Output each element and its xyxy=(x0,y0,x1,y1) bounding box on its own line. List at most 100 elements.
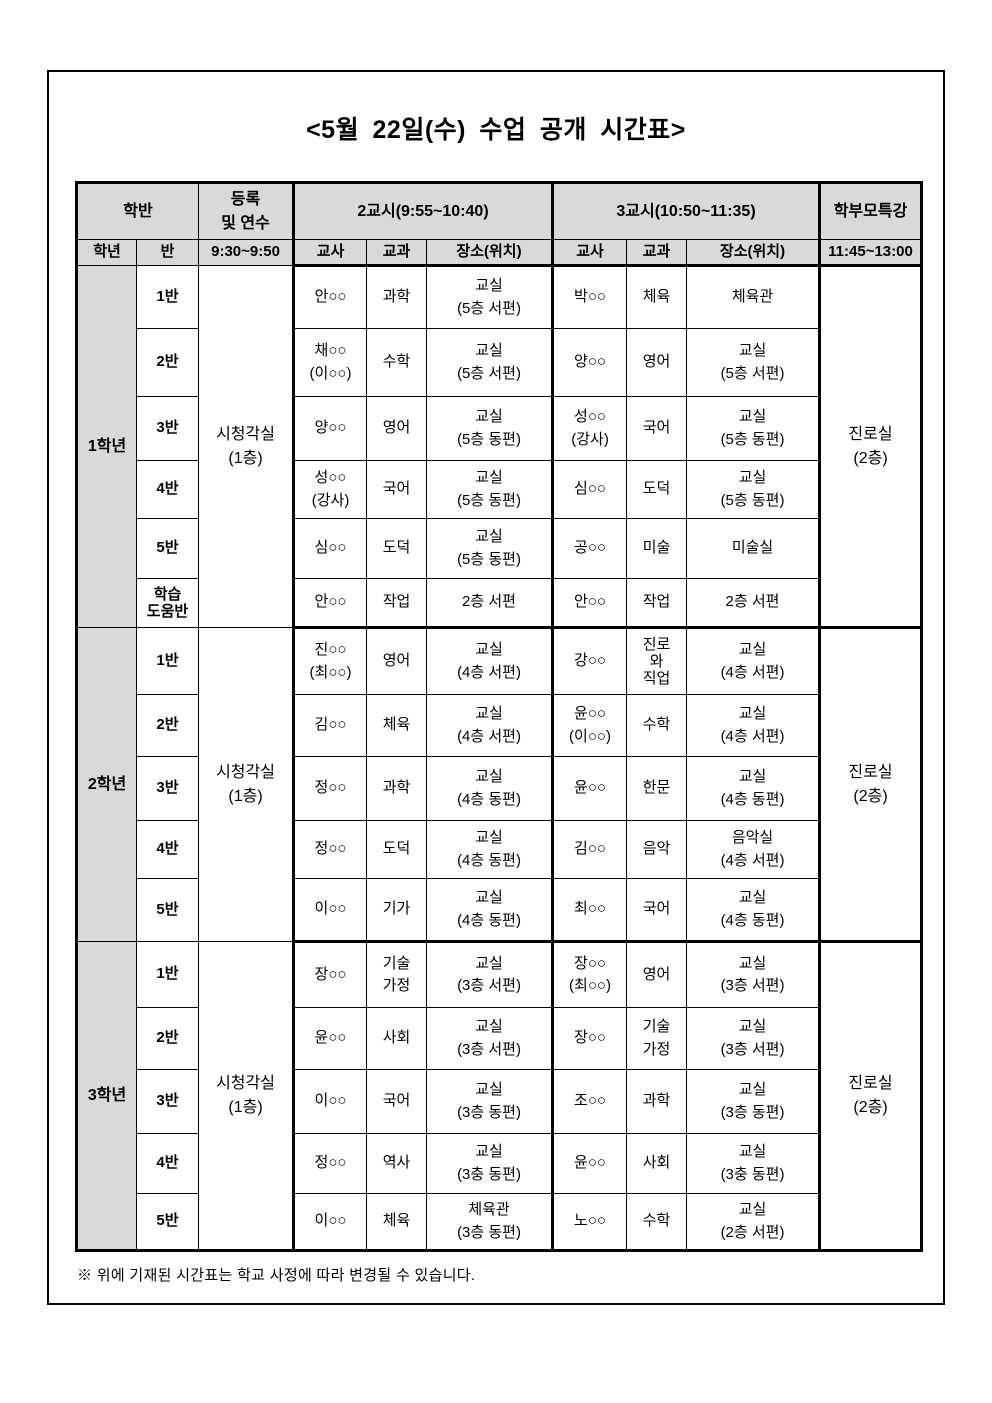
teacher-cell: 노○○ xyxy=(551,1193,628,1251)
teacher-cell: 공○○ xyxy=(551,518,628,579)
teacher-cell: 안○○ xyxy=(551,578,628,628)
subject-cell: 사회 xyxy=(626,1133,688,1194)
location-cell: 체육관 (3층 동편) xyxy=(426,1193,554,1251)
registration-room: 시청각실 (1층) xyxy=(198,265,295,628)
location-cell: 2층 서편 xyxy=(426,578,554,628)
page-frame: <5월 22일(수) 수업 공개 시간표> 학반 등록 및 연수 2교시(9:5… xyxy=(47,70,945,1305)
location-cell: 교실 (3층 서편) xyxy=(686,940,821,1008)
teacher-cell: 장○○ (최○○) xyxy=(551,940,628,1008)
teacher-cell: 윤○○ xyxy=(551,756,628,821)
subject-cell: 영어 xyxy=(366,626,428,695)
location-cell: 음악실 (4층 서편) xyxy=(686,820,821,879)
location-cell: 체육관 xyxy=(686,265,821,329)
header-registration: 등록 및 연수 xyxy=(198,182,295,240)
header-period2: 2교시(9:55~10:40) xyxy=(292,182,554,240)
subject-cell: 영어 xyxy=(626,940,688,1008)
table-row: 4반 성○○ (강사) 국어 교실 (5층 동편) 심○○ 도덕 교실 (5층 … xyxy=(77,460,922,519)
teacher-cell: 이○○ xyxy=(292,1069,368,1134)
teacher-cell: 윤○○ xyxy=(551,1133,628,1194)
grade-label: 1학년 xyxy=(76,265,137,628)
location-cell: 교실 (5층 동편) xyxy=(426,460,554,519)
class-label: 1반 xyxy=(135,627,200,695)
teacher-cell: 성○○ (강사) xyxy=(551,396,628,461)
subject-cell: 작업 xyxy=(626,578,688,628)
subject-cell: 국어 xyxy=(366,460,428,519)
table-row: 5반 심○○ 도덕 교실 (5층 동편) 공○○ 미술 미술실 xyxy=(77,518,922,579)
teacher-cell: 강○○ xyxy=(551,626,628,695)
subject-cell: 작업 xyxy=(366,578,428,628)
table-row: 3학년 1반 시청각실 (1층) 장○○ 기술 가정 교실 (3층 서편) 장○… xyxy=(76,940,923,1251)
table-row: 2반 윤○○ 사회 교실 (3층 서편) 장○○ 기술 가정 교실 (3층 서편… xyxy=(77,1007,922,1070)
subject-cell: 도덕 xyxy=(366,518,428,579)
header-class: 반 xyxy=(135,239,200,266)
subject-cell: 역사 xyxy=(366,1133,428,1194)
class-label: 5반 xyxy=(135,878,200,942)
teacher-cell: 윤○○ (이○○) xyxy=(551,694,628,757)
subject-cell: 영어 xyxy=(366,396,428,461)
teacher-cell: 정○○ xyxy=(292,1133,368,1194)
location-cell: 2층 서편 xyxy=(686,578,821,628)
subject-cell: 도덕 xyxy=(366,820,428,879)
location-cell: 교실 (4층 서편) xyxy=(426,694,554,757)
subject-cell: 수학 xyxy=(366,328,428,397)
registration-room: 시청각실 (1층) xyxy=(198,941,295,1251)
teacher-cell: 채○○ (이○○) xyxy=(292,328,368,397)
table-row: 학년 반 9:30~9:50 교사 교과 장소(위치) 교사 교과 장소(위치)… xyxy=(76,239,923,267)
class-label: 3반 xyxy=(135,756,200,821)
location-cell: 교실 (4층 동편) xyxy=(426,878,554,942)
location-cell: 교실 (4층 서편) xyxy=(686,694,821,757)
class-label: 5반 xyxy=(135,518,200,579)
footnote: ※ 위에 기재된 시간표는 학교 사정에 따라 변경될 수 있습니다. xyxy=(77,1267,476,1284)
grade-label: 2학년 xyxy=(76,627,137,942)
header-teacher: 교사 xyxy=(292,239,368,267)
location-cell: 교실 (3충 동편) xyxy=(686,1133,821,1194)
teacher-cell: 조○○ xyxy=(551,1069,628,1134)
subject-cell: 수학 xyxy=(626,1193,688,1251)
location-cell: 교실 (4층 동편) xyxy=(426,820,554,879)
class-label: 3반 xyxy=(135,396,200,461)
location-cell: 미술실 xyxy=(686,518,821,579)
location-cell: 교실 (5층 동편) xyxy=(426,396,554,461)
class-label: 4반 xyxy=(135,460,200,519)
teacher-cell: 정○○ xyxy=(292,820,368,879)
subject-cell: 과학 xyxy=(366,265,428,329)
subject-cell: 체육 xyxy=(626,265,688,329)
location-cell: 교실 (3층 서편) xyxy=(686,1007,821,1070)
teacher-cell: 진○○ (최○○) xyxy=(292,626,368,695)
class-label: 4반 xyxy=(135,1133,200,1194)
subject-cell: 영어 xyxy=(626,328,688,397)
table-row: 2반 김○○ 체육 교실 (4층 서편) 윤○○ (이○○) 수학 교실 (4층… xyxy=(77,694,922,757)
lecture-room: 진로실 (2층) xyxy=(818,265,923,628)
location-cell: 교실 (4층 서편) xyxy=(426,626,554,695)
subject-cell: 사회 xyxy=(366,1007,428,1070)
teacher-cell: 장○○ xyxy=(551,1007,628,1070)
class-label: 1반 xyxy=(135,265,200,329)
subject-cell: 체육 xyxy=(366,694,428,757)
teacher-cell: 박○○ xyxy=(551,265,628,329)
subject-cell: 기술 가정 xyxy=(366,940,428,1008)
class-label: 4반 xyxy=(135,820,200,879)
subject-cell: 한문 xyxy=(626,756,688,821)
header-subject: 교과 xyxy=(626,239,688,267)
table-row: 4반 정○○ 도덕 교실 (4층 동편) 김○○ 음악 음악실 (4층 서편) xyxy=(77,820,922,879)
teacher-cell: 양○○ xyxy=(551,328,628,397)
location-cell: 교실 (4층 동편) xyxy=(686,756,821,821)
teacher-cell: 장○○ xyxy=(292,940,368,1008)
subject-cell: 국어 xyxy=(626,878,688,942)
header-subject: 교과 xyxy=(366,239,428,267)
header-period3: 3교시(10:50~11:35) xyxy=(551,182,821,240)
class-label: 학습 도움반 xyxy=(135,578,200,628)
table-row: 5반 이○○ 기가 교실 (4층 동편) 최○○ 국어 교실 (4층 동편) xyxy=(77,878,922,942)
teacher-cell: 양○○ xyxy=(292,396,368,461)
location-cell: 교실 (4층 동편) xyxy=(686,878,821,942)
location-cell: 교실 (5층 서편) xyxy=(686,328,821,397)
location-cell: 교실 (4층 서편) xyxy=(686,626,821,695)
location-cell: 교실 (5층 서편) xyxy=(426,328,554,397)
teacher-cell: 안○○ xyxy=(292,265,368,329)
header-teacher: 교사 xyxy=(551,239,628,267)
subject-cell: 기가 xyxy=(366,878,428,942)
grade-label: 3학년 xyxy=(76,941,137,1251)
table-row: 학반 등록 및 연수 2교시(9:55~10:40) 3교시(10:50~11:… xyxy=(75,182,923,240)
location-cell: 교실 (3충 동편) xyxy=(426,1133,554,1194)
header-reg-time: 9:30~9:50 xyxy=(198,239,295,266)
